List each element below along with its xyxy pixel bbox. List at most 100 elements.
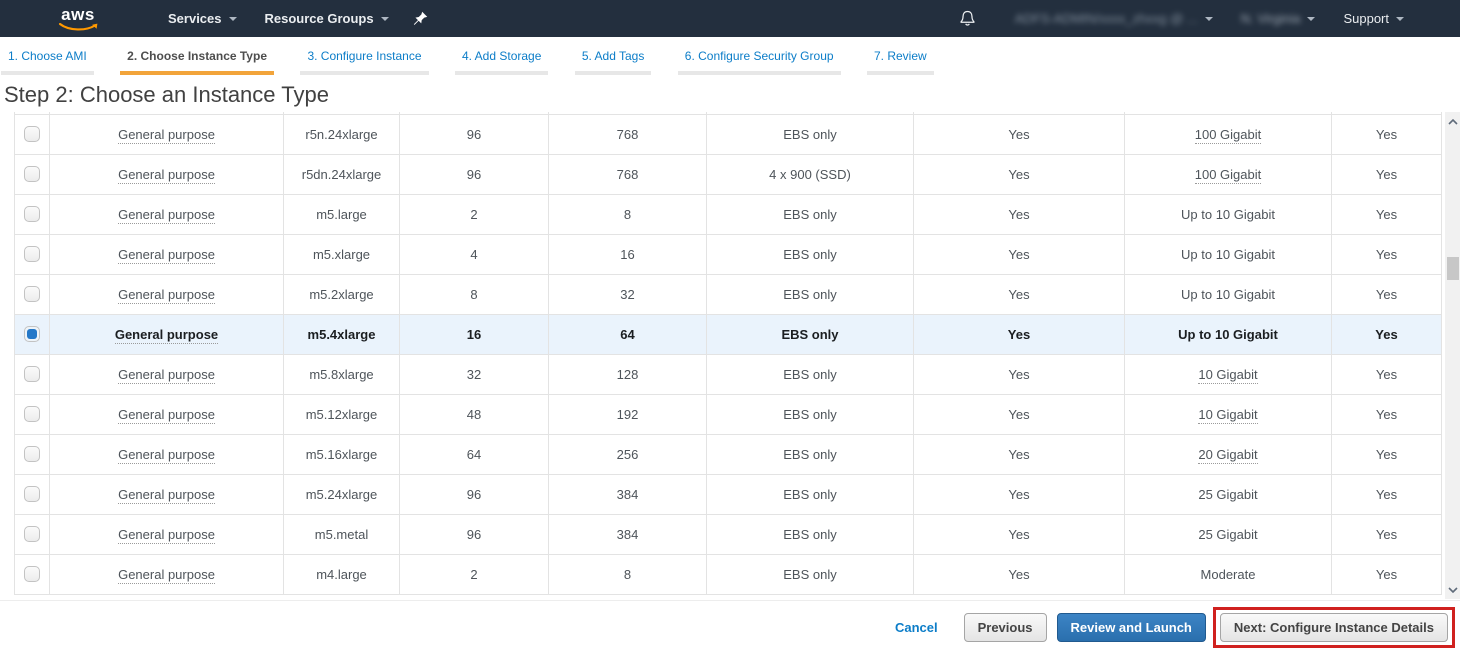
next-configure-instance-details-button[interactable]: Next: Configure Instance Details [1219, 613, 1448, 642]
ebs-optimized-cell: Yes [913, 473, 1125, 515]
instance-row[interactable]: General purpose r5dn.24xlarge 96 768 4 x 900… [14, 153, 1442, 195]
resource-groups-menu[interactable]: Resource Groups [251, 0, 403, 37]
ebs-optimized-cell: Yes [913, 113, 1125, 155]
checkbox-cell [14, 353, 50, 395]
account-label-redacted: ADFS-ADMIN/xxxx_zhxxg @ ... [1014, 11, 1198, 26]
memory-cell: 768 [548, 113, 707, 155]
ipv6-cell: Yes [1331, 193, 1442, 235]
family-cell: General purpose [49, 153, 284, 195]
row-checkbox[interactable] [24, 166, 40, 183]
storage-cell: EBS only [706, 273, 914, 315]
memory-cell: 128 [548, 353, 707, 395]
aws-logo[interactable]: aws [58, 6, 98, 32]
aws-smile-icon [58, 22, 98, 30]
instance-row[interactable]: General purpose m5.large 2 8 EBS only Yes Up t… [14, 193, 1442, 235]
instance-row[interactable]: General purpose r5n.24xlarge 96 768 EBS only… [14, 113, 1442, 155]
bell-icon[interactable] [948, 0, 987, 37]
previous-button[interactable]: Previous [963, 613, 1047, 642]
storage-cell: EBS only [706, 513, 914, 555]
ipv6-cell: Yes [1331, 433, 1442, 475]
row-checkbox[interactable] [24, 366, 40, 383]
tab-add-tags[interactable]: 5. Add Tags [574, 46, 652, 75]
network-cell: 100 Gigabit [1124, 153, 1332, 195]
row-checkbox[interactable] [24, 566, 40, 583]
vcpus-cell: 8 [399, 273, 549, 315]
network-cell: Up to 10 Gigabit [1124, 233, 1332, 275]
instance-row[interactable]: General purpose m5.xlarge 4 16 EBS only Yes Up… [14, 233, 1442, 275]
row-checkbox[interactable] [24, 326, 40, 343]
vertical-scrollbar[interactable] [1445, 112, 1460, 599]
tab-choose-ami[interactable]: 1. Choose AMI [1, 46, 94, 75]
type-cell: m5.12xlarge [283, 393, 400, 435]
memory-cell: 192 [548, 393, 707, 435]
type-cell: m5.xlarge [283, 233, 400, 275]
row-checkbox[interactable] [24, 446, 40, 463]
instance-row[interactable]: General purpose m5.2xlarge 8 32 EBS only Yes U… [14, 273, 1442, 315]
account-menu[interactable]: ADFS-ADMIN/xxxx_zhxxg @ ... [1001, 0, 1227, 37]
row-checkbox[interactable] [24, 206, 40, 223]
family-cell: General purpose [49, 193, 284, 235]
instance-row[interactable]: General purpose m5.metal 96 384 EBS only Yes 2… [14, 513, 1442, 555]
vcpus-cell: 64 [399, 433, 549, 475]
network-cell: 25 Gigabit [1124, 473, 1332, 515]
pushpin-icon[interactable] [403, 0, 438, 37]
ipv6-cell: Yes [1331, 353, 1442, 395]
storage-cell: 4 x 900 (SSD) [706, 153, 914, 195]
tab-add-storage[interactable]: 4. Add Storage [454, 46, 549, 75]
ipv6-cell: Yes [1331, 273, 1442, 315]
ebs-optimized-cell: Yes [913, 433, 1125, 475]
support-label: Support [1343, 11, 1389, 26]
ebs-optimized-cell: Yes [913, 513, 1125, 555]
scroll-down-arrow[interactable] [1445, 582, 1460, 597]
memory-cell: 384 [548, 473, 707, 515]
services-menu[interactable]: Services [154, 0, 251, 37]
vcpus-cell: 2 [399, 193, 549, 235]
checkbox-cell [14, 473, 50, 515]
region-menu[interactable]: N. Virginia [1227, 0, 1330, 37]
memory-cell: 384 [548, 513, 707, 555]
chevron-down-icon [228, 16, 237, 21]
instance-row[interactable]: General purpose m4.large 2 8 EBS only Yes Mode… [14, 553, 1442, 595]
vcpus-cell: 16 [399, 313, 549, 355]
ipv6-cell: Yes [1331, 313, 1442, 355]
instance-row[interactable]: General purpose m5.8xlarge 32 128 EBS only Ye… [14, 353, 1442, 395]
instance-row[interactable]: General purpose m5.24xlarge 96 384 EBS only Y… [14, 473, 1442, 515]
chevron-down-icon [380, 16, 389, 21]
scroll-up-arrow[interactable] [1445, 114, 1460, 129]
storage-cell: EBS only [706, 233, 914, 275]
scrollbar-thumb[interactable] [1447, 257, 1459, 280]
chevron-down-icon [1204, 16, 1213, 21]
storage-cell: EBS only [706, 553, 914, 595]
row-checkbox[interactable] [24, 526, 40, 543]
page-title: Step 2: Choose an Instance Type [4, 82, 329, 107]
storage-cell: EBS only [706, 433, 914, 475]
family-cell: General purpose [49, 113, 284, 155]
cancel-link[interactable]: Cancel [894, 620, 938, 635]
memory-cell: 768 [548, 153, 707, 195]
family-cell: General purpose [49, 433, 284, 475]
tab-configure-security-group[interactable]: 6. Configure Security Group [677, 46, 841, 75]
family-cell: General purpose [49, 553, 284, 595]
ebs-optimized-cell: Yes [913, 273, 1125, 315]
aws-logo-text: aws [61, 4, 95, 24]
tab-choose-instance-type[interactable]: 2. Choose Instance Type [120, 46, 274, 75]
instance-row[interactable]: General purpose m5.4xlarge 16 64 EBS only Yes… [14, 313, 1442, 355]
support-menu[interactable]: Support [1329, 0, 1418, 37]
row-checkbox[interactable] [24, 406, 40, 423]
type-cell: m5.metal [283, 513, 400, 555]
ebs-optimized-cell: Yes [913, 313, 1125, 355]
row-checkbox[interactable] [24, 486, 40, 503]
tab-configure-instance[interactable]: 3. Configure Instance [300, 46, 429, 75]
row-checkbox[interactable] [24, 286, 40, 303]
tab-review[interactable]: 7. Review [867, 46, 934, 75]
row-checkbox[interactable] [24, 126, 40, 143]
instance-row[interactable]: General purpose m5.12xlarge 48 192 EBS only Y… [14, 393, 1442, 435]
instance-row[interactable]: General purpose m5.16xlarge 64 256 EBS only Y… [14, 433, 1442, 475]
network-cell: Up to 10 Gigabit [1124, 193, 1332, 235]
ebs-optimized-cell: Yes [913, 193, 1125, 235]
review-and-launch-button[interactable]: Review and Launch [1056, 613, 1206, 642]
ebs-optimized-cell: Yes [913, 153, 1125, 195]
row-checkbox[interactable] [24, 246, 40, 263]
instance-table: General purpose r5n.24xlarge 96 768 EBS only… [14, 112, 1442, 595]
checkbox-cell [14, 393, 50, 435]
